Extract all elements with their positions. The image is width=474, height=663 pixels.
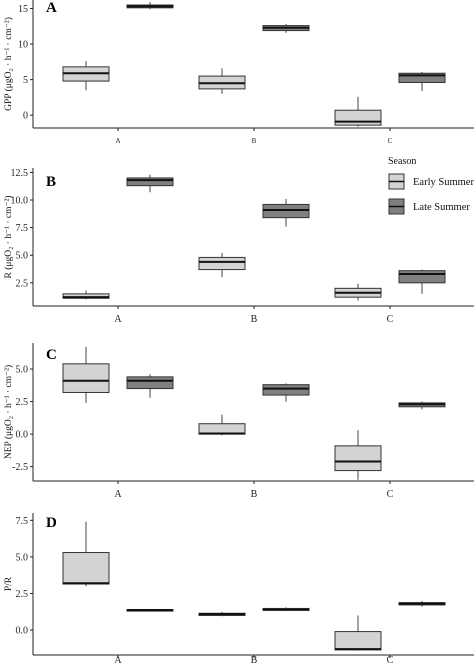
chart-panel-c: -2.5 0.0 2.5 5.0 A B C C NEP (μgO₂ · h⁻¹ · cm⁻²) [3,343,474,500]
x-tick-label: B [252,137,257,145]
box-body [334,445,382,472]
box-d-a-late [126,608,174,612]
x-tick-label: C [387,655,394,663]
box-body [262,384,310,396]
chart-panel-b: 2.5 5.0 7.5 10.0 12.5 A B C B R (μgO₂ · h⁻¹ · cm⁻… [3,168,474,325]
y-tick-label: 0.0 [16,430,29,441]
box-d-b-late [262,607,310,612]
box-body [398,72,446,83]
y-tick-label: 2.5 [16,397,29,408]
legend-title: Season [388,156,416,167]
y-tick-label: 0.0 [16,626,29,637]
y-axis-label: GPP (μgO₂ · h⁻¹ · cm⁻²) [3,17,14,111]
box-d-c-late [398,600,446,607]
box-body [62,293,110,299]
box-a-a-late [126,2,174,10]
x-tick-label: A [114,314,122,325]
y-tick-label: -2.5 [12,462,28,473]
y-tick-label: 2.5 [16,589,29,600]
box-body [334,631,382,651]
box-body [334,109,382,126]
box-c-b-early [198,414,246,436]
x-tick-label: C [387,489,394,500]
x-tick-label: A [114,489,122,500]
y-tick-label: 7.5 [16,223,29,234]
y-tick-label: 5.0 [16,552,29,563]
chart-panel-d: 0.0 2.5 5.0 7.5 A B C D P/R [4,513,474,663]
y-tick-label: 15 [18,4,28,15]
y-tick-label: 5.0 [16,251,29,262]
box-body [398,270,446,284]
chart-panel-a: 0 5 10 15 A B C A GPP (μgO₂ · h⁻¹ · cm⁻²) [3,0,474,145]
box-a-c-late [398,71,446,92]
box-a-c-early [334,96,382,127]
x-tick-label: C [387,314,394,325]
box-body [262,203,310,219]
x-tick-label: B [251,489,258,500]
panel-letter: B [46,174,56,190]
y-tick-label: 10.0 [11,196,29,207]
legend-label-late: Late Summer [413,202,470,213]
box-a-b-early [198,68,246,94]
x-tick-label: C [388,137,393,145]
box-c-a-early [62,346,110,403]
y-tick-label: 10 [18,40,28,51]
box-a-b-late [262,24,310,33]
panel-letter: A [46,0,57,16]
x-tick-label: A [114,655,122,663]
y-tick-label: 2.5 [16,278,29,289]
y-axis-label: R (μgO₂ · h⁻¹ · cm⁻²) [3,196,14,279]
box-b-b-late [262,198,310,227]
box-body [62,363,110,393]
panel-letter: C [46,347,57,363]
x-tick-label: A [115,137,120,145]
legend-label-early: Early Summer [413,177,474,188]
y-axis-label: P/R [4,576,14,591]
y-tick-label: 12.5 [11,168,29,179]
panel-letter: D [46,515,57,531]
y-tick-label: 5.0 [16,365,29,376]
box-c-c-early [334,430,382,480]
box-body [198,256,246,271]
box-b-c-early [334,283,382,301]
box-b-b-early [198,253,246,278]
box-b-c-late [398,269,446,294]
box-c-a-late [126,374,174,398]
x-tick-label: B [251,314,258,325]
box-c-b-late [262,383,310,402]
y-tick-label: 0 [23,111,28,122]
box-d-c-early [334,615,382,651]
box-c-c-late [398,401,446,410]
box-b-a-early [62,290,110,300]
box-body [62,552,110,585]
box-a-a-early [62,61,110,91]
y-tick-label: 5 [23,75,28,86]
box-b-a-late [126,174,174,193]
box-body [126,376,174,390]
box-body [126,177,174,187]
y-tick-label: 7.5 [16,516,29,527]
x-tick-label: B [251,655,258,663]
box-d-a-early [62,521,110,587]
legend: Season Early Summer Late Summer [388,156,474,215]
y-axis-label: NEP (μgO₂ · h⁻¹ · cm⁻²) [3,365,14,459]
box-d-b-early [198,611,246,617]
